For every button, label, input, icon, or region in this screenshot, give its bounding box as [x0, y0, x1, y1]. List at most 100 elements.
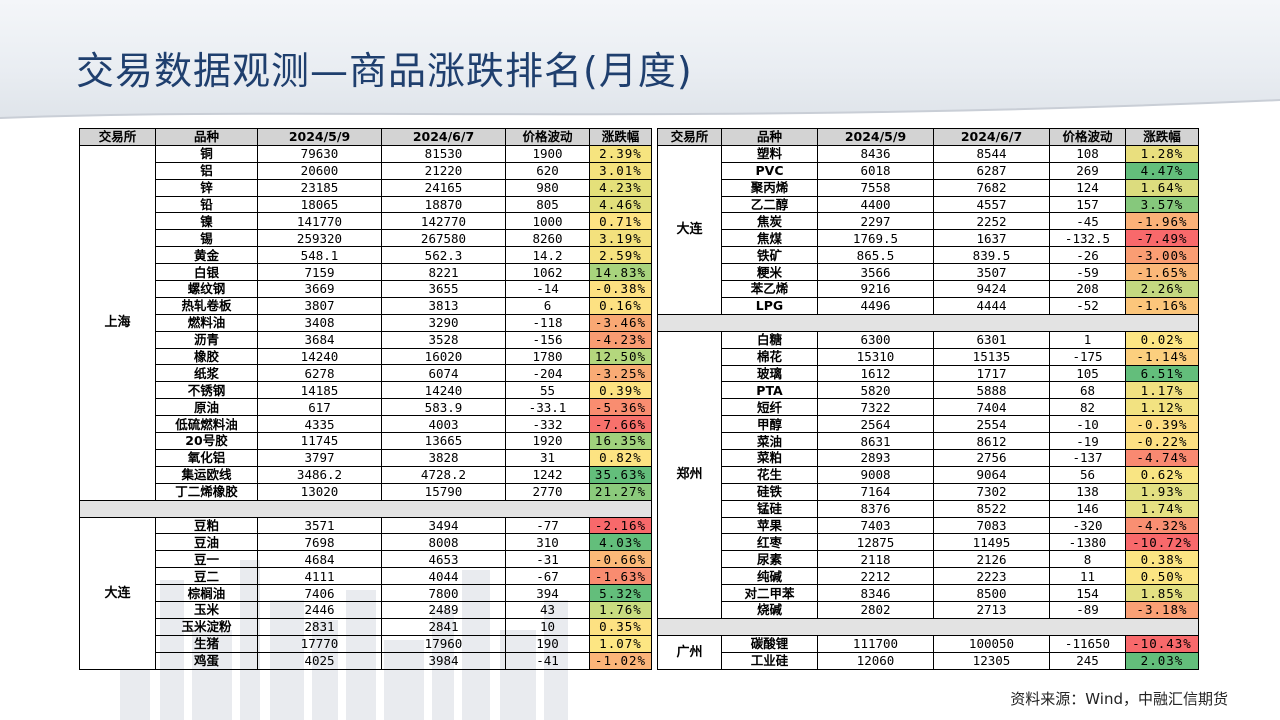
table-row: 玉米 2446 2489 43 1.76% — [80, 601, 652, 619]
pct-change-cell: 0.39% — [589, 381, 652, 400]
start-price-cell: 17770 — [257, 634, 382, 653]
pct-change-cell: -0.38% — [589, 280, 652, 298]
start-price-cell: 20600 — [257, 161, 382, 180]
end-price-cell: 9064 — [933, 465, 1050, 484]
pct-change-cell: -7.49% — [1125, 229, 1199, 248]
variety-cell: 豆二 — [155, 567, 258, 586]
table-row: 低硫燃料油 4335 4003 -332 -7.66% — [80, 415, 652, 434]
variety-cell: 燃料油 — [155, 313, 258, 332]
start-price-cell: 7558 — [817, 178, 934, 197]
left-commodity-table: 交易所 品种 2024/5/9 2024/6/7 价格波动 涨跌幅 上海铜 796… — [79, 128, 652, 670]
pct-change-cell: -5.36% — [589, 398, 652, 417]
pct-change-cell: -4.23% — [589, 330, 652, 349]
pct-change-cell: -3.00% — [1125, 246, 1199, 265]
price-change-cell: -10 — [1049, 415, 1126, 434]
exchange-cell: 郑州 — [657, 330, 722, 619]
table-header-row: 交易所 品种 2024/5/9 2024/6/7 价格波动 涨跌幅 — [657, 128, 1199, 146]
variety-cell: 塑料 — [721, 144, 818, 163]
start-price-cell: 8436 — [817, 144, 934, 163]
variety-cell: 鸡蛋 — [155, 651, 258, 670]
end-price-cell: 12305 — [933, 651, 1050, 670]
start-price-cell: 2564 — [817, 415, 934, 434]
table-row: 丁二烯橡胶 13020 15790 2770 21.27% — [80, 482, 652, 501]
variety-cell: 玻璃 — [721, 364, 818, 383]
table-row: PVC 6018 6287 269 4.47% — [658, 161, 1199, 180]
price-change-cell: -332 — [505, 415, 590, 434]
end-price-cell: 9424 — [933, 280, 1050, 298]
start-price-cell: 617 — [257, 398, 382, 417]
price-change-cell: 11 — [1049, 567, 1126, 586]
variety-cell: 乙二醇 — [721, 195, 818, 214]
table-row: 黄金 548.1 562.3 14.2 2.59% — [80, 246, 652, 265]
pct-change-cell: 4.23% — [589, 178, 652, 197]
end-price-cell: 6287 — [933, 161, 1050, 180]
start-price-cell: 7159 — [257, 263, 382, 282]
header-date-start: 2024/5/9 — [257, 128, 382, 146]
header-price-change: 价格波动 — [505, 128, 590, 146]
variety-cell: PVC — [721, 161, 818, 180]
pct-change-cell: -1.96% — [1125, 212, 1199, 231]
table-row: 大连 塑料 8436 8544 108 1.28% — [657, 144, 1199, 315]
end-price-cell: 562.3 — [381, 246, 506, 265]
table-row: 焦煤 1769.5 1637 -132.5 -7.49% — [658, 229, 1199, 248]
pct-change-cell: 0.16% — [589, 296, 652, 315]
start-price-cell: 4025 — [257, 651, 382, 670]
table-row: 郑州 白糖 6300 6301 1 0.02% — [657, 330, 1199, 619]
price-change-cell: -77 — [505, 516, 590, 535]
variety-cell: 原油 — [155, 398, 258, 417]
end-price-cell: 6301 — [933, 330, 1050, 349]
pct-change-cell: 16.35% — [589, 432, 652, 450]
table-row: 铅 18065 18870 805 4.46% — [80, 195, 652, 214]
price-change-cell: 108 — [1049, 144, 1126, 163]
variety-cell: 菜粕 — [721, 449, 818, 467]
variety-cell: 白银 — [155, 263, 258, 282]
end-price-cell: 8500 — [933, 584, 1050, 603]
right-commodity-table: 交易所 品种 2024/5/9 2024/6/7 价格波动 涨跌幅 大连 塑料 84… — [657, 128, 1199, 670]
start-price-cell: 11745 — [257, 432, 382, 450]
end-price-cell: 6074 — [381, 364, 506, 383]
price-change-cell: 980 — [505, 178, 590, 197]
table-row: 不锈钢 14185 14240 55 0.39% — [80, 381, 652, 400]
pct-change-cell: 3.57% — [1125, 195, 1199, 214]
start-price-cell: 259320 — [257, 229, 382, 248]
start-price-cell: 3684 — [257, 330, 382, 349]
price-change-cell: -89 — [1049, 601, 1126, 619]
start-price-cell: 2893 — [817, 449, 934, 467]
header-variety: 品种 — [155, 128, 258, 146]
header-date-start: 2024/5/9 — [817, 128, 934, 146]
price-change-cell: 1062 — [505, 263, 590, 282]
price-change-cell: -52 — [1049, 296, 1126, 315]
end-price-cell: 4444 — [933, 296, 1050, 315]
price-change-cell: 1000 — [505, 212, 590, 231]
exchange-cell: 上海 — [79, 144, 156, 501]
start-price-cell: 6278 — [257, 364, 382, 383]
pct-change-cell: 12.50% — [589, 347, 652, 366]
variety-cell: 花生 — [721, 465, 818, 484]
price-change-cell: 1242 — [505, 465, 590, 484]
start-price-cell: 7698 — [257, 533, 382, 552]
data-source-note: 资料来源：Wind，中融汇信期货 — [1010, 690, 1228, 708]
end-price-cell: 2554 — [933, 415, 1050, 434]
end-price-cell: 267580 — [381, 229, 506, 248]
start-price-cell: 2831 — [257, 617, 382, 636]
table-row: 锰硅 8376 8522 146 1.74% — [658, 499, 1199, 518]
table-row: 氧化铝 3797 3828 31 0.82% — [80, 448, 652, 467]
price-change-cell: -33.1 — [505, 398, 590, 417]
pct-change-cell: 4.46% — [589, 195, 652, 214]
pct-change-cell: 0.38% — [1125, 550, 1199, 569]
variety-cell: 对二甲苯 — [721, 584, 818, 603]
variety-cell: 焦煤 — [721, 229, 818, 248]
price-change-cell: 245 — [1049, 651, 1126, 670]
variety-cell: LPG — [721, 296, 818, 315]
header-exchange: 交易所 — [79, 128, 156, 146]
price-change-cell: 146 — [1049, 499, 1126, 518]
header-variety: 品种 — [721, 128, 818, 146]
variety-cell: 短纤 — [721, 398, 818, 417]
start-price-cell: 4496 — [817, 296, 934, 315]
start-price-cell: 9216 — [817, 280, 934, 298]
pct-change-cell: -0.22% — [1125, 432, 1199, 451]
price-change-cell: 269 — [1049, 161, 1126, 180]
start-price-cell: 4111 — [257, 567, 382, 586]
pct-change-cell: 4.03% — [589, 533, 652, 552]
end-price-cell: 2223 — [933, 567, 1050, 586]
